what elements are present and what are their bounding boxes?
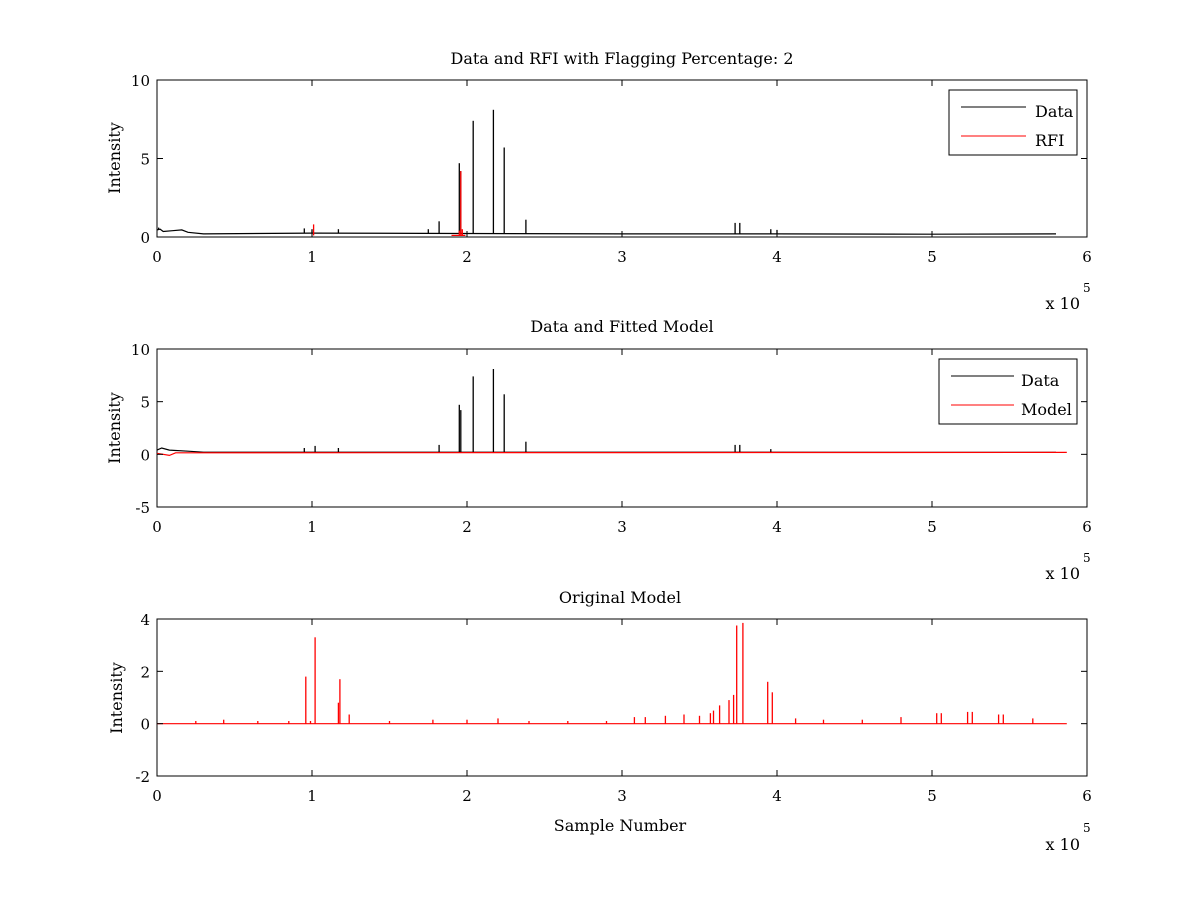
panel-2-y-tick-label: 5 (140, 394, 150, 412)
panel-1-x-tick-label: 6 (1082, 248, 1092, 266)
panel-3-x-tick-label: 1 (307, 787, 317, 805)
panel-2-legend: Data Model (938, 358, 1078, 425)
panel-1-y-tick-label: 0 (140, 229, 150, 247)
panel-1-x-exponent: 5 (1083, 281, 1091, 295)
panel-3-x-tick-label: 5 (927, 787, 937, 805)
panel-2-series (156, 369, 1067, 457)
panel-3-x-multiplier: x 10 (1046, 835, 1080, 854)
panel-1-ticks: 0 1 2 3 4 5 6 0 5 10 (131, 72, 1092, 266)
panel-2-legend-box (938, 358, 1078, 425)
panel-1-x-tick-label: 1 (307, 248, 317, 266)
panel-1-legend: Data RFI (948, 89, 1078, 156)
panel-3-x-tick-label: 3 (617, 787, 627, 805)
panel-3-y-tick-label: 2 (140, 663, 150, 681)
panel-3-ylabel: Intensity (107, 662, 126, 734)
panel-3-x-tick-label: 6 (1082, 787, 1092, 805)
panel-3-y-tick-label: 0 (140, 716, 150, 734)
panel-2-x-tick-label: 4 (772, 518, 782, 536)
panel-1-x-tick-label: 2 (462, 248, 472, 266)
panel-1-x-tick-label: 4 (772, 248, 782, 266)
panel-1-ylabel: Intensity (105, 122, 124, 194)
panel-3-title: Original Model (559, 588, 681, 607)
panel-2-x-tick-label: 6 (1082, 518, 1092, 536)
panel-3-y-tick-label: 4 (140, 611, 150, 629)
panel-3-x-tick-label: 2 (462, 787, 472, 805)
panel-2-legend-model-label: Model (1021, 400, 1072, 419)
panel-1-y-tick-label: 10 (131, 72, 150, 90)
panel-1-legend-rfi-label: RFI (1035, 131, 1064, 150)
panel-2-x-tick-label: 1 (307, 518, 317, 536)
panel-2-x-tick-label: 2 (462, 518, 472, 536)
panel-2-y-tick-label: -5 (135, 499, 150, 517)
panel-3-x-tick-label: 0 (152, 787, 162, 805)
panel-1-legend-data-label: Data (1035, 102, 1074, 121)
panel-2-plot-area (156, 348, 1088, 508)
panel-1-legend-box (948, 89, 1078, 156)
panel-1-x-tick-label: 0 (152, 248, 162, 266)
panel-2-x-multiplier: x 10 (1046, 564, 1080, 583)
panel-1: 0 1 2 3 4 5 6 0 5 10 Data and RFI with Flagging P… (105, 49, 1092, 313)
panel-1-series (156, 109, 1057, 236)
panel-2-x-tick-label: 5 (927, 518, 937, 536)
panel-1-plot-area (156, 79, 1088, 238)
panel-1-y-tick-label: 5 (140, 151, 150, 169)
panel-3-y-tick-label: -2 (135, 768, 150, 786)
panel-2-x-exponent: 5 (1083, 551, 1091, 565)
panel-3-series (157, 622, 1067, 725)
panel-2-x-tick-label: 3 (617, 518, 627, 536)
panel-2-ylabel: Intensity (105, 392, 124, 464)
panel-2-y-tick-label: 10 (131, 341, 150, 359)
panel-2-x-tick-label: 0 (152, 518, 162, 536)
panel-1-x-tick-label: 3 (617, 248, 627, 266)
panel-1-title: Data and RFI with Flagging Percentage: 2 (450, 49, 793, 68)
panel-2-y-tick-label: 0 (140, 446, 150, 464)
panel-3-x-exponent: 5 (1083, 821, 1091, 835)
panel-1-x-multiplier: x 10 (1046, 294, 1080, 313)
panel-3-x-tick-label: 4 (772, 787, 782, 805)
panel-2-title: Data and Fitted Model (530, 317, 713, 336)
panel-3-xlabel: Sample Number (554, 816, 687, 835)
panel-1-series-0-baseline (156, 228, 1057, 235)
panel-1-x-tick-label: 5 (927, 248, 937, 266)
panel-3-plot-area (156, 618, 1088, 777)
panel-2-legend-data-label: Data (1021, 371, 1060, 390)
panel-2-series-1-baseline (156, 451, 1067, 457)
